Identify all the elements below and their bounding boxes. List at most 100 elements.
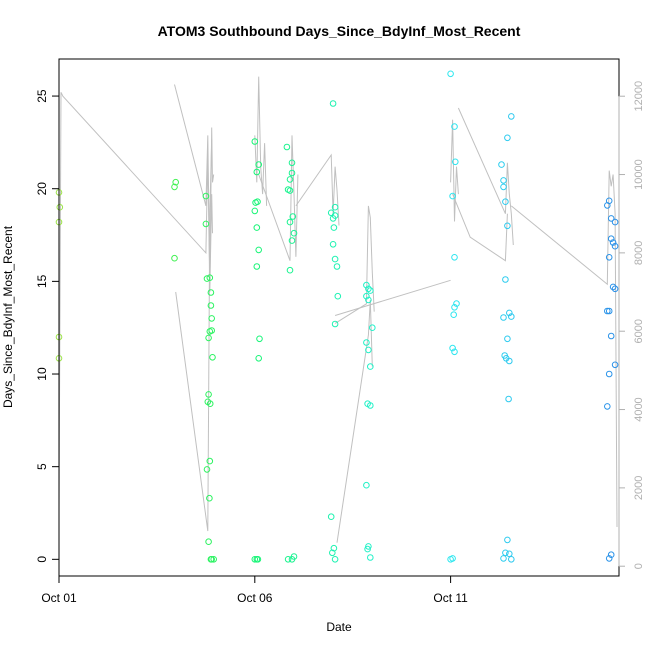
y-tick-label: 10 <box>35 367 49 381</box>
secondary-line-segment <box>457 107 514 246</box>
data-point <box>605 555 613 562</box>
x-tick-label: Oct 11 <box>433 591 468 605</box>
data-point <box>329 241 337 248</box>
data-point <box>330 544 338 552</box>
data-point <box>206 274 214 282</box>
data-point <box>253 168 261 176</box>
y-tick-label: 25 <box>35 89 49 103</box>
data-point <box>208 556 215 563</box>
data-point <box>605 253 613 261</box>
data-point <box>451 348 458 356</box>
data-point <box>506 309 513 317</box>
data-point <box>502 549 509 557</box>
data-point <box>506 357 513 365</box>
data-point <box>205 334 212 342</box>
data-point <box>363 339 370 346</box>
data-point <box>202 220 210 228</box>
data-point <box>508 556 515 563</box>
data-point <box>500 177 507 184</box>
data-point <box>290 553 298 560</box>
data-point <box>364 545 371 553</box>
data-point <box>604 202 611 209</box>
data-point <box>504 134 511 142</box>
data-point <box>283 143 291 151</box>
data-point <box>286 218 294 226</box>
data-point <box>504 335 511 343</box>
y2-tick-label: 4000 <box>633 397 645 421</box>
data-point <box>449 192 456 200</box>
y2-tick-label: 10000 <box>633 159 645 190</box>
data-point <box>447 70 454 78</box>
data-point <box>607 235 615 242</box>
y-tick-label: 20 <box>35 182 49 196</box>
data-point <box>502 276 509 283</box>
data-point <box>331 212 339 219</box>
data-point <box>498 161 505 168</box>
data-point <box>504 222 511 230</box>
data-point <box>365 346 372 354</box>
data-point <box>333 263 341 270</box>
data-point <box>607 551 615 559</box>
data-point <box>451 253 458 261</box>
data-point <box>251 138 259 145</box>
data-point <box>611 361 619 369</box>
y2-tick-label: 6000 <box>633 319 645 343</box>
data-point <box>251 556 259 563</box>
secondary-line-segment <box>258 135 299 261</box>
data-point <box>500 555 507 562</box>
data-point <box>253 224 261 231</box>
data-point <box>605 370 613 378</box>
data-point <box>450 311 458 319</box>
data-point <box>331 320 339 328</box>
data-point <box>367 363 374 370</box>
data-point <box>367 402 374 409</box>
x-tick-label: Oct 06 <box>237 591 273 605</box>
secondary-line-segment <box>510 170 618 528</box>
y2-axis: 0 2000 4000 6000 8000 10000 12000 <box>618 81 645 569</box>
data-point <box>253 263 261 270</box>
data-point <box>367 554 374 561</box>
data-point <box>172 178 179 186</box>
data-point <box>206 400 214 408</box>
secondary-line-segment <box>452 193 508 262</box>
y-axis: 0 5 10 15 20 25 <box>35 89 60 563</box>
data-point <box>449 555 456 562</box>
scatter-points <box>55 70 619 563</box>
data-point <box>203 466 211 473</box>
data-point <box>365 543 372 550</box>
y-tick-label: 0 <box>35 556 49 563</box>
data-point <box>254 556 262 563</box>
secondary-line-segment <box>334 279 451 316</box>
data-point <box>611 285 619 293</box>
secondary-line-segment <box>175 139 213 532</box>
y2-tick-label: 0 <box>633 563 645 569</box>
data-point <box>290 229 298 237</box>
data-point <box>288 169 296 177</box>
secondary-line-segment <box>58 92 213 508</box>
data-point <box>604 307 611 315</box>
data-point <box>329 100 337 107</box>
data-point <box>508 113 515 120</box>
data-point <box>255 246 263 254</box>
x-axis: Oct 01 Oct 06 Oct 11 <box>41 575 468 605</box>
data-point <box>284 556 292 563</box>
data-point <box>607 215 615 222</box>
data-point <box>207 289 215 296</box>
data-point <box>452 158 459 166</box>
chart-title: ATOM3 Southbound Days_Since_BdyInf_Most_… <box>158 23 521 39</box>
secondary-line-segment <box>336 299 373 543</box>
secondary-series <box>58 76 618 543</box>
data-point <box>252 199 259 206</box>
data-point <box>171 254 178 262</box>
data-point <box>207 302 215 309</box>
data-point <box>609 239 617 246</box>
data-point <box>500 314 507 321</box>
data-point <box>206 494 213 502</box>
data-point <box>365 296 372 304</box>
secondary-line-segment <box>450 119 459 222</box>
y-tick-label: 15 <box>35 274 49 288</box>
data-point <box>363 292 370 300</box>
y-axis-label: Days_Since_BdyInf_Most_Recent <box>1 225 15 408</box>
y2-tick-label: 8000 <box>633 241 645 265</box>
